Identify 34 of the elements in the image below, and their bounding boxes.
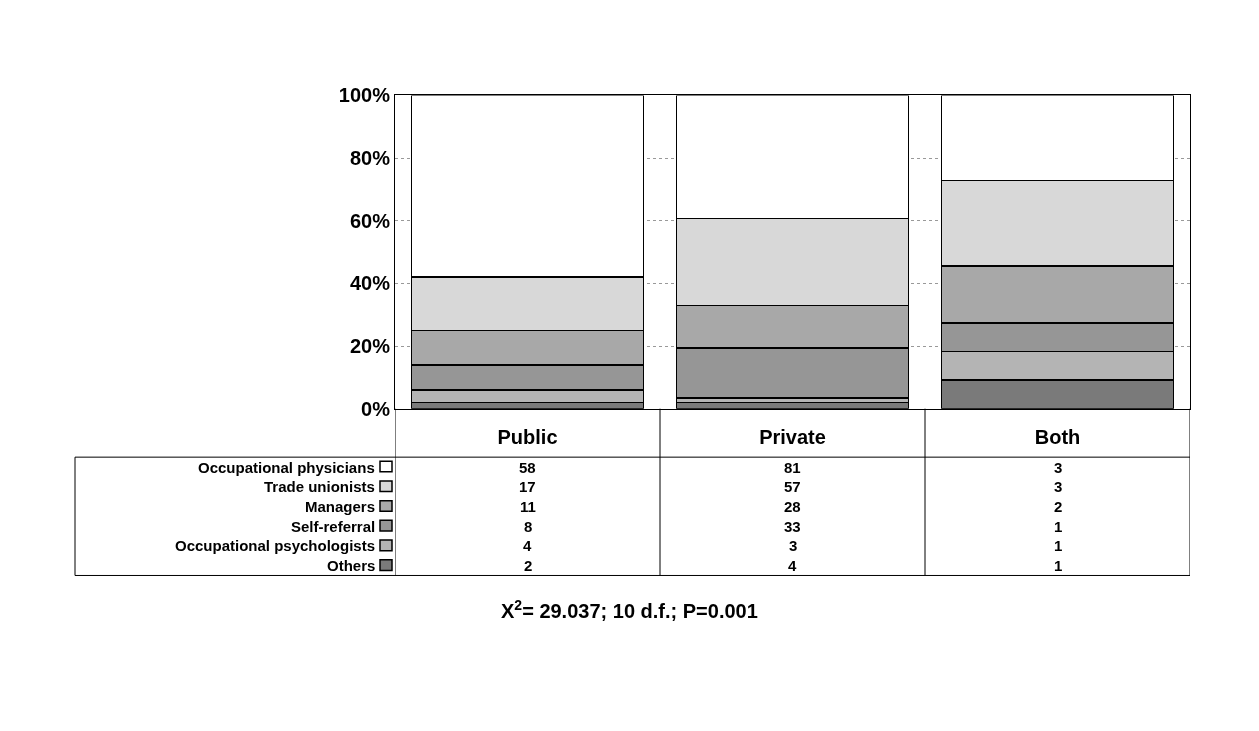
text: 4 — [523, 537, 532, 554]
text: 2 — [524, 557, 533, 574]
legend-label: Self-referral — [291, 518, 376, 535]
text: 2 — [1054, 498, 1063, 515]
text: 8 — [524, 518, 533, 535]
y-tick-label: 80% — [349, 147, 391, 170]
x-tick-label: Private — [759, 425, 826, 448]
y-tick-label: 0% — [361, 397, 391, 420]
text: 28 — [784, 498, 801, 515]
text: 1 — [1054, 537, 1063, 554]
text: 3 — [789, 537, 798, 554]
text: 57 — [784, 478, 801, 495]
y-tick-label: 40% — [349, 272, 391, 295]
text: X$^{2}$= 29.037; 10 d.f.; P=0.001 — [501, 597, 758, 623]
y-tick-label: 60% — [349, 209, 391, 232]
legend-label: Occupational physicians — [198, 459, 375, 476]
text: 1 — [1054, 557, 1063, 574]
legend-label: Trade unionists — [264, 478, 375, 495]
text: 4 — [788, 557, 797, 574]
text: 33 — [784, 518, 801, 535]
legend-label: Managers — [305, 498, 376, 515]
text: 17 — [519, 478, 536, 495]
x-tick-label: Both — [1034, 425, 1081, 448]
text: 3 — [1054, 459, 1063, 476]
text: 11 — [520, 498, 536, 515]
y-tick-label: 20% — [349, 335, 391, 357]
legend-label: Others — [327, 557, 376, 574]
y-tick-label: 100% — [338, 84, 391, 107]
x-tick-label: Public — [497, 425, 558, 448]
legend-label: Occupational psychologists — [175, 537, 376, 554]
text: 3 — [1054, 478, 1063, 495]
text: 1 — [1054, 518, 1063, 535]
text: 58 — [519, 459, 536, 476]
text: 81 — [784, 459, 801, 476]
